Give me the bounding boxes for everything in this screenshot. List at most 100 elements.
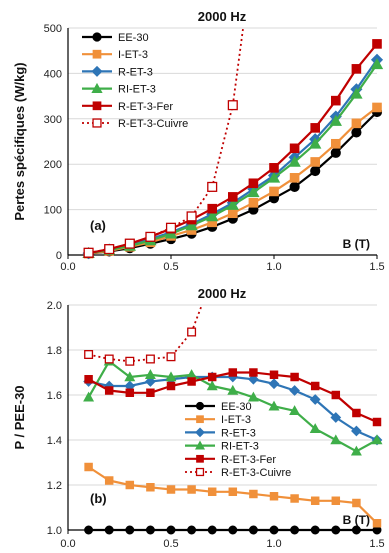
data-point: [269, 492, 279, 501]
data-point: [226, 198, 239, 210]
data-point: [104, 354, 114, 364]
y-tick-label: 1.2: [47, 480, 62, 492]
data-point: [310, 525, 320, 535]
series-ee-30: [84, 525, 382, 535]
data-point: [166, 525, 176, 535]
legend-marker: [195, 467, 205, 477]
data-point: [269, 525, 279, 535]
data-point: [372, 519, 382, 528]
data-point: [247, 391, 259, 402]
x-axis-label: B (T): [343, 237, 370, 251]
panel-label: (b): [90, 491, 107, 506]
chart-title: 2000 Hz: [198, 9, 247, 24]
x-tick-label: 0.0: [60, 538, 75, 550]
legend-label: I-ET-3: [221, 414, 251, 426]
legend-marker: [195, 440, 205, 450]
legend-marker: [91, 82, 103, 93]
data-point: [331, 390, 341, 400]
data-point: [310, 496, 320, 505]
legend-item: RI-ET-3: [82, 82, 156, 96]
legend-marker: [196, 454, 204, 463]
data-point: [104, 525, 114, 535]
data-point: [289, 143, 300, 154]
legend-label: R-ET-3: [118, 66, 153, 78]
data-point: [310, 381, 320, 391]
data-point: [145, 525, 155, 535]
y-axis-label: P / PEE-30: [12, 385, 27, 449]
data-point: [310, 165, 321, 177]
series-r-et-3-fer: [84, 368, 382, 427]
data-point: [352, 498, 361, 508]
x-tick-label: 1.5: [369, 538, 384, 550]
data-point: [248, 525, 258, 535]
data-point: [125, 480, 135, 490]
data-point: [104, 476, 114, 485]
legend-item: R-ET-3-Fer: [82, 101, 173, 113]
data-point: [351, 425, 362, 437]
data-point: [289, 173, 300, 183]
data-point: [227, 208, 238, 219]
data-point: [145, 231, 156, 242]
legend-label: RI-ET-3: [221, 441, 259, 453]
data-point: [289, 385, 300, 396]
data-point: [330, 434, 342, 445]
legend: EE-30I-ET-3R-ET-3RI-ET-3R-ET-3-FerR-ET-3…: [185, 401, 291, 479]
data-point: [351, 118, 362, 129]
data-point: [351, 64, 362, 74]
data-point: [247, 186, 260, 198]
data-point: [227, 192, 238, 202]
y-axis-label: Pertes spécifiques (W/kg): [12, 62, 27, 220]
legend-marker: [195, 401, 205, 411]
legend-item: R-ET-3: [185, 427, 256, 439]
legend-marker: [195, 427, 205, 438]
data-point: [187, 327, 197, 337]
y-tick-label: 200: [44, 159, 62, 171]
data-point: [207, 487, 217, 496]
data-point: [207, 181, 218, 192]
legend: EE-30I-ET-3R-ET-3RI-ET-3R-ET-3-FerR-ET-3…: [82, 32, 188, 130]
x-tick-label: 1.5: [369, 261, 384, 273]
legend-marker: [91, 65, 103, 77]
legend-item: RI-ET-3: [185, 440, 259, 453]
data-point: [309, 394, 321, 405]
data-point: [84, 350, 94, 359]
y-tick-label: 300: [44, 114, 62, 126]
data-point: [290, 494, 299, 503]
data-point: [329, 114, 342, 126]
legend-marker: [92, 49, 102, 59]
data-point: [187, 377, 196, 386]
data-point: [268, 378, 280, 390]
y-tick-label: 400: [44, 68, 62, 80]
data-point: [290, 525, 300, 535]
data-point: [249, 368, 258, 377]
data-point: [290, 372, 299, 382]
data-point: [289, 181, 300, 192]
data-point: [207, 525, 217, 535]
data-point: [227, 384, 239, 395]
data-point: [248, 178, 259, 189]
data-point: [269, 186, 279, 197]
data-point: [125, 356, 135, 366]
panel-label: (a): [90, 218, 106, 233]
data-point: [351, 127, 362, 138]
data-point: [83, 247, 94, 258]
data-point: [104, 386, 114, 395]
y-tick-label: 1.4: [47, 435, 62, 447]
x-tick-label: 1.0: [266, 538, 281, 550]
y-tick-label: 2.0: [47, 300, 62, 312]
data-point: [146, 388, 155, 397]
data-point: [351, 525, 361, 535]
data-point: [125, 525, 135, 535]
legend-item: R-ET-3-Cuivre: [185, 467, 291, 479]
data-point: [228, 487, 238, 496]
data-point: [288, 155, 301, 167]
legend-label: R-ET-3-Cuivre: [118, 118, 188, 130]
x-tick-label: 0.5: [163, 538, 178, 550]
data-point: [124, 371, 136, 382]
data-point: [371, 434, 383, 445]
y-tick-label: 1.8: [47, 345, 62, 357]
data-point: [146, 483, 155, 492]
series-line: [88, 304, 203, 363]
data-point: [228, 525, 238, 535]
data-point: [289, 405, 301, 415]
